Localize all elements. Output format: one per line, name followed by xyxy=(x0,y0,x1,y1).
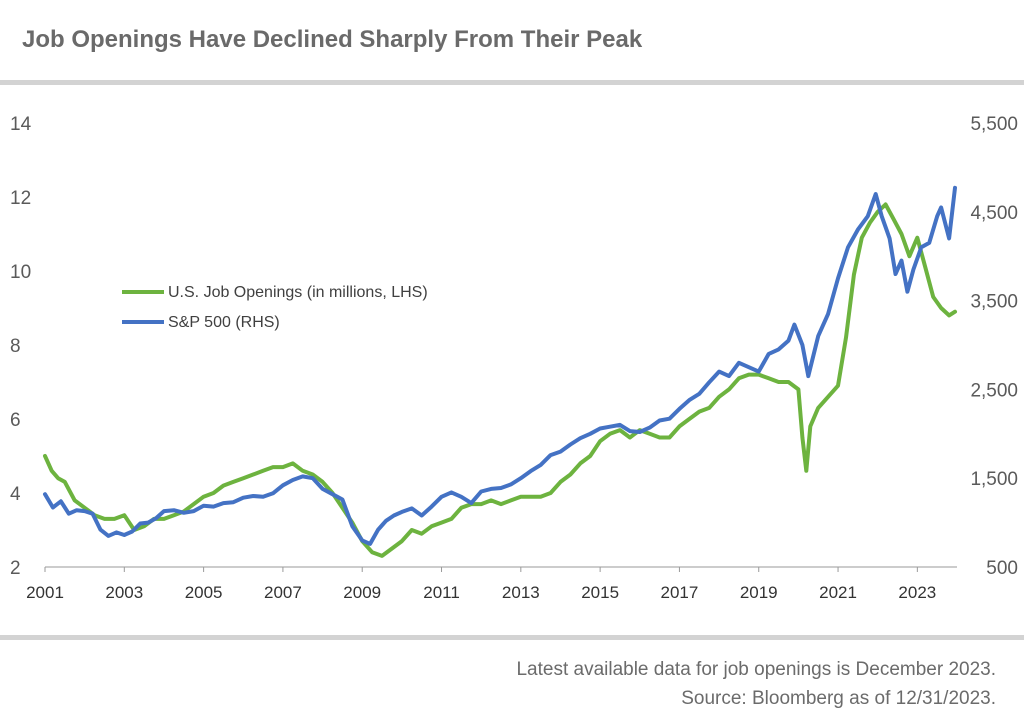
y-left-tick-label: 8 xyxy=(10,336,21,357)
x-tick-label: 2003 xyxy=(105,583,143,602)
legend: U.S. Job Openings (in millions, LHS) S&P … xyxy=(122,284,428,331)
y-right-ticks: 500 1,500 2,500 3,500 4,500 5,500 xyxy=(970,114,1018,579)
x-tick-label: 2019 xyxy=(740,583,778,602)
y-right-tick-label: 1,500 xyxy=(970,469,1018,490)
y-left-tick-label: 6 xyxy=(10,410,21,431)
legend-label-sp500: S&P 500 (RHS) xyxy=(168,314,280,331)
x-tick-label: 2023 xyxy=(898,583,936,602)
chart-title: Job Openings Have Declined Sharply From … xyxy=(22,26,643,53)
x-tick-label: 2017 xyxy=(661,583,699,602)
x-tick-label: 2021 xyxy=(819,583,857,602)
series-layer xyxy=(43,185,957,558)
y-left-tick-label: 4 xyxy=(10,484,21,505)
y-left-ticks: 2 4 6 8 10 12 14 xyxy=(10,114,32,579)
y-left-tick-label: 10 xyxy=(10,262,31,283)
y-left-tick-label: 14 xyxy=(10,114,32,135)
top-divider xyxy=(0,80,1024,85)
job-openings-series-line xyxy=(43,202,957,558)
x-tick-label: 2013 xyxy=(502,583,540,602)
sp500-series-line xyxy=(43,185,957,546)
x-tick-label: 2007 xyxy=(264,583,302,602)
x-tick-label: 2009 xyxy=(343,583,381,602)
y-left-tick-label: 12 xyxy=(10,188,31,209)
x-tick-label: 2011 xyxy=(423,583,460,602)
x-ticks: 2001 2003 2005 2007 2009 2011 2013 2015 2017 2019… xyxy=(26,567,936,602)
bottom-divider xyxy=(0,635,1024,640)
x-tick-label: 2015 xyxy=(581,583,619,602)
source-note: Source: Bloomberg as of 12/31/2023. xyxy=(681,688,996,709)
y-left-tick-label: 2 xyxy=(10,558,21,579)
y-right-tick-label: 3,500 xyxy=(970,292,1018,313)
y-right-tick-label: 2,500 xyxy=(970,380,1018,401)
y-right-tick-label: 4,500 xyxy=(970,203,1018,224)
legend-label-job-openings: U.S. Job Openings (in millions, LHS) xyxy=(168,284,428,301)
x-tick-label: 2005 xyxy=(185,583,223,602)
y-right-tick-label: 500 xyxy=(986,558,1018,579)
y-right-tick-label: 5,500 xyxy=(970,114,1018,135)
x-tick-label: 2001 xyxy=(26,583,64,602)
data-note: Latest available data for job openings i… xyxy=(516,659,996,680)
